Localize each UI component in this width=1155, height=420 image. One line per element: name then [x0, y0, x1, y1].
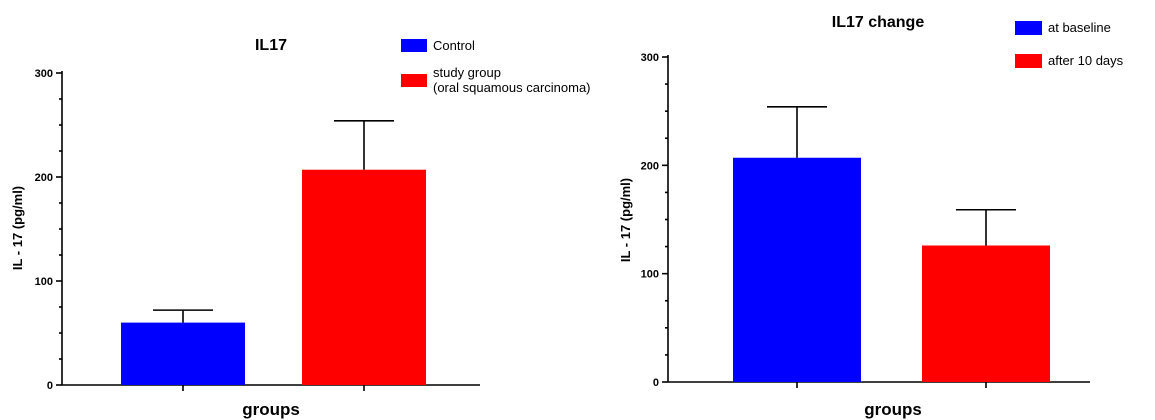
- bar-1: [733, 157, 861, 382]
- legend: Control study group (oral squamous carcino…: [401, 38, 591, 95]
- legend-swatch-1: [1015, 21, 1042, 35]
- legend-swatch-2: [1015, 54, 1042, 68]
- legend-label-2: after 10 days: [1048, 53, 1124, 68]
- y-tick-label: 300: [35, 68, 53, 80]
- y-tick-label: 100: [35, 276, 53, 288]
- bar-1: [121, 322, 245, 385]
- legend-label-1: at baseline: [1048, 20, 1111, 35]
- y-axis-label: IL - 17 (pg/ml): [618, 178, 633, 262]
- y-tick-label: 0: [47, 380, 53, 392]
- bar-2: [302, 169, 426, 385]
- y-tick-label: 200: [35, 172, 53, 184]
- y-tick-label: 200: [641, 160, 659, 172]
- y-tick-label: 0: [653, 377, 659, 389]
- y-axis-label: IL - 17 (pg/ml): [10, 186, 25, 270]
- legend: at baseline after 10 days: [1015, 20, 1124, 68]
- legend-swatch-1: [401, 39, 427, 52]
- bar-2: [922, 245, 1050, 382]
- x-axis-label: groups: [242, 400, 300, 419]
- x-axis-label: groups: [864, 400, 922, 419]
- legend-label-1: Control: [433, 38, 475, 53]
- chart-title: IL17: [255, 37, 287, 54]
- y-tick-label: 300: [641, 52, 659, 64]
- chart-title: IL17 change: [832, 14, 925, 31]
- chart-1: IL17 0 100 200 300 IL - 17 (pg/ml) groups Contr…: [10, 37, 591, 419]
- legend-swatch-2: [401, 74, 427, 87]
- y-tick-label: 100: [641, 269, 659, 281]
- chart-2: IL17 change 0 100 200 300 IL - 17 (pg/ml) grou…: [618, 14, 1124, 419]
- legend-label-2: study group (oral squamous carcinoma): [433, 65, 591, 95]
